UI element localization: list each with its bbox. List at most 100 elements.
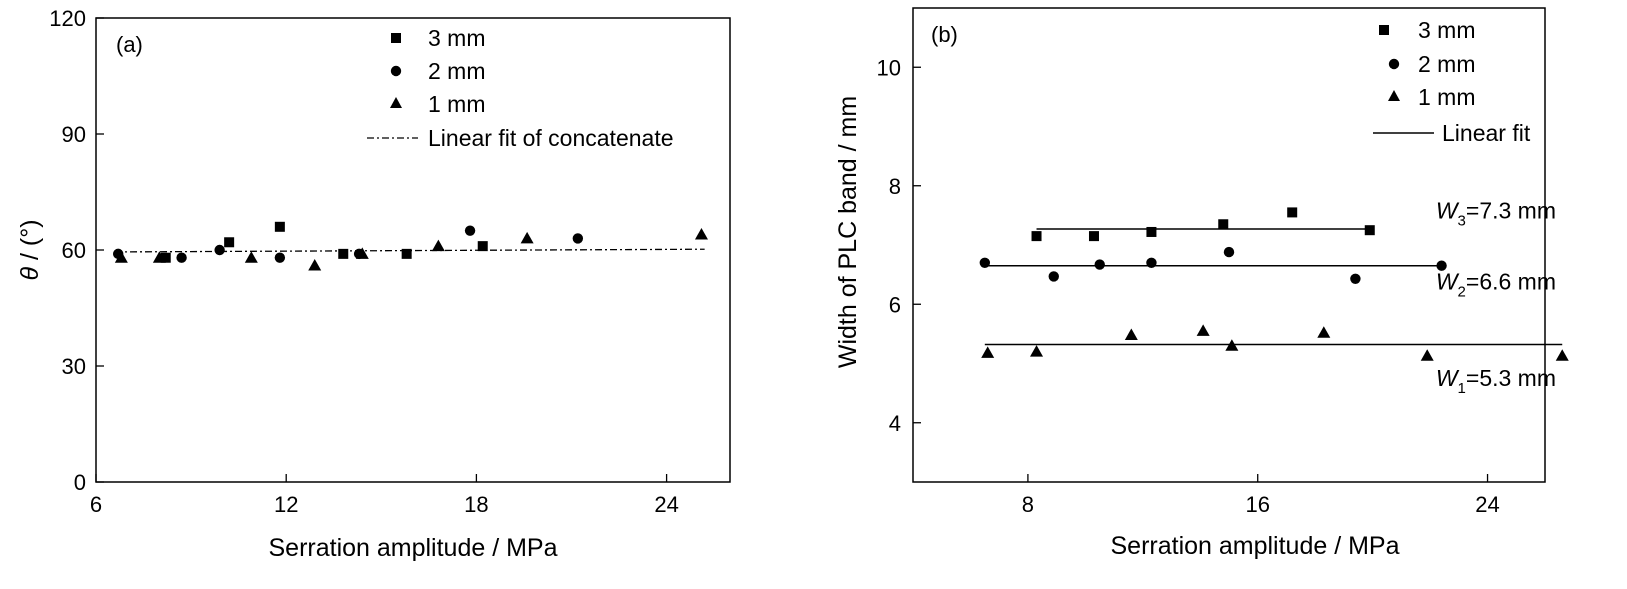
panel-b-point-circle	[979, 257, 991, 268]
legend-circle-marker	[390, 65, 402, 77]
annotation-subscript: 3	[1458, 212, 1466, 229]
panel-b-point-square	[1364, 225, 1375, 236]
panel-b-series-1mm	[981, 324, 1569, 361]
panel-a-series-1mm	[114, 228, 708, 271]
panel-a-point-triangle	[520, 231, 534, 244]
panel-b-annotation-w3: W3=7.3 mm	[1436, 197, 1556, 229]
panel-b-axis-ticks: 8 16 24 4 6 8 10	[877, 55, 1500, 517]
panel-b-point-triangle	[1225, 339, 1239, 351]
panel-a-point-circle	[274, 252, 286, 263]
panel-b-point-triangle	[1196, 324, 1210, 336]
panel-b-point-triangle	[981, 346, 995, 358]
panel-a-point-triangle	[431, 239, 445, 252]
panel-a-legend-fit: Linear fit of concatenate	[428, 125, 674, 151]
panel-a-point-triangle	[244, 251, 258, 263]
panel-b-point-triangle	[1555, 349, 1569, 361]
panel-a-point-square	[401, 248, 412, 259]
panel-b-legend-fit: Linear fit	[1442, 120, 1531, 146]
legend-triangle-marker	[390, 97, 402, 108]
panel-b-fit-lines	[984, 228, 1563, 346]
panel-b-y-tick-label: 4	[889, 411, 901, 436]
panel-a-point-square	[274, 221, 285, 232]
panel-b-annotation-w2: W2=6.6 mm	[1436, 268, 1556, 300]
panel-a-point-square	[224, 237, 235, 248]
panel-b-point-square	[1088, 231, 1099, 242]
panel-b-plot-frame	[912, 7, 1546, 483]
panel-a-point-square	[160, 252, 171, 263]
panel-a-x-tick-label: 18	[464, 492, 488, 517]
legend-square-marker	[1379, 25, 1389, 35]
panel-a-point-triangle	[308, 258, 322, 271]
panel-b-y-tick-label: 8	[889, 174, 901, 199]
panel-a-series-3mm	[160, 221, 488, 263]
annotation-symbol: W	[1436, 197, 1460, 223]
panel-b-data-points	[979, 207, 1569, 361]
panel-a-point-circle	[464, 225, 476, 236]
annotation-symbol: W	[1436, 365, 1460, 391]
annotation-value: =7.3 mm	[1466, 197, 1556, 223]
panel-a-x-axis-label: Serration amplitude / MPa	[268, 534, 557, 562]
panel-b-x-axis-label: Serration amplitude / MPa	[1110, 532, 1399, 560]
panel-b-y-axis-label: Width of PLC band / mm	[834, 96, 862, 368]
panel-b-y-tick-label: 6	[889, 292, 901, 317]
panel-a-point-triangle	[694, 228, 708, 240]
panel-a-x-tick-label: 6	[90, 492, 102, 517]
panel-a-x-tick-label: 12	[274, 492, 298, 517]
panel-a-y-tick-label: 60	[62, 238, 86, 263]
legend-triangle-marker	[1388, 90, 1400, 101]
panel-b-legend-2mm: 2 mm	[1418, 51, 1476, 77]
panel-a-plot-frame	[95, 17, 731, 483]
panel-a-point-circle	[176, 252, 187, 263]
panel-a-point-triangle	[355, 247, 369, 259]
panel-a-y-axis-symbol: θ	[16, 267, 44, 281]
panel-b-legend-3mm: 3 mm	[1418, 17, 1476, 43]
panel-a-point-square	[477, 241, 488, 252]
panel-b-point-circle	[1048, 271, 1059, 282]
panel-b-x-tick-label: 16	[1245, 492, 1269, 517]
panel-b-y-tick-label: 10	[877, 55, 901, 80]
panel-a-legend-3mm: 3 mm	[428, 25, 486, 51]
panel-a-fit-line	[115, 248, 705, 253]
panel-a-y-tick-label: 120	[49, 6, 86, 31]
panel-b-point-circle	[1223, 246, 1235, 258]
panel-b-point-triangle	[1420, 349, 1434, 361]
panel-a: (a) 6 12 18 24 0 30 60 90 120 Serration amplitud…	[16, 6, 731, 562]
annotation-subscript: 2	[1458, 283, 1466, 300]
annotation-value: =5.3 mm	[1466, 365, 1556, 391]
panel-b-x-tick-label: 8	[1022, 492, 1034, 517]
annotation-subscript: 1	[1458, 380, 1466, 397]
panel-a-point-circle	[572, 233, 584, 244]
panel-a-y-tick-label: 30	[62, 354, 86, 379]
panel-b-annotation-w1: W1=5.3 mm	[1436, 365, 1556, 397]
panel-a-label: (a)	[116, 32, 143, 57]
panel-b-point-circle	[1146, 257, 1157, 268]
annotation-value: =6.6 mm	[1466, 268, 1556, 294]
panel-a-y-axis-unit: / (°)	[16, 219, 44, 267]
panel-a-legend-1mm: 1 mm	[428, 91, 486, 117]
panel-b-point-circle	[1350, 273, 1361, 284]
panel-a-data-points	[112, 221, 708, 271]
panel-b-point-square	[1031, 231, 1042, 242]
panel-b-legend-1mm: 1 mm	[1418, 84, 1476, 110]
panel-b-point-square	[1146, 226, 1157, 237]
panel-b-point-square	[1287, 207, 1298, 218]
panel-b: (b) 8 16 24 4 6 8 10 Serration amplitude / MPa…	[834, 7, 1569, 560]
panel-a-axis-ticks: 6 12 18 24 0 30 60 90 120	[49, 6, 679, 517]
panel-a-y-tick-label: 0	[74, 470, 86, 495]
panel-a-point-square	[338, 248, 349, 259]
panel-b-series-3mm	[1031, 207, 1375, 242]
panel-b-series-2mm	[979, 246, 1447, 284]
panel-a-y-tick-label: 90	[62, 122, 86, 147]
panel-b-point-triangle	[1317, 326, 1331, 338]
panel-b-point-triangle	[1030, 345, 1044, 357]
panel-a-x-tick-label: 24	[654, 492, 678, 517]
panel-a-point-triangle	[114, 251, 128, 263]
panel-a-point-triangle	[152, 251, 166, 263]
legend-square-marker	[391, 33, 401, 43]
panel-a-legend: 3 mm 2 mm 1 mm Linear fit of concatenate	[367, 25, 674, 151]
panel-a-legend-2mm: 2 mm	[428, 58, 486, 84]
legend-circle-marker	[1388, 58, 1400, 70]
annotation-symbol: W	[1436, 268, 1460, 294]
panel-a-y-axis-label: θ / (°)	[16, 219, 44, 280]
